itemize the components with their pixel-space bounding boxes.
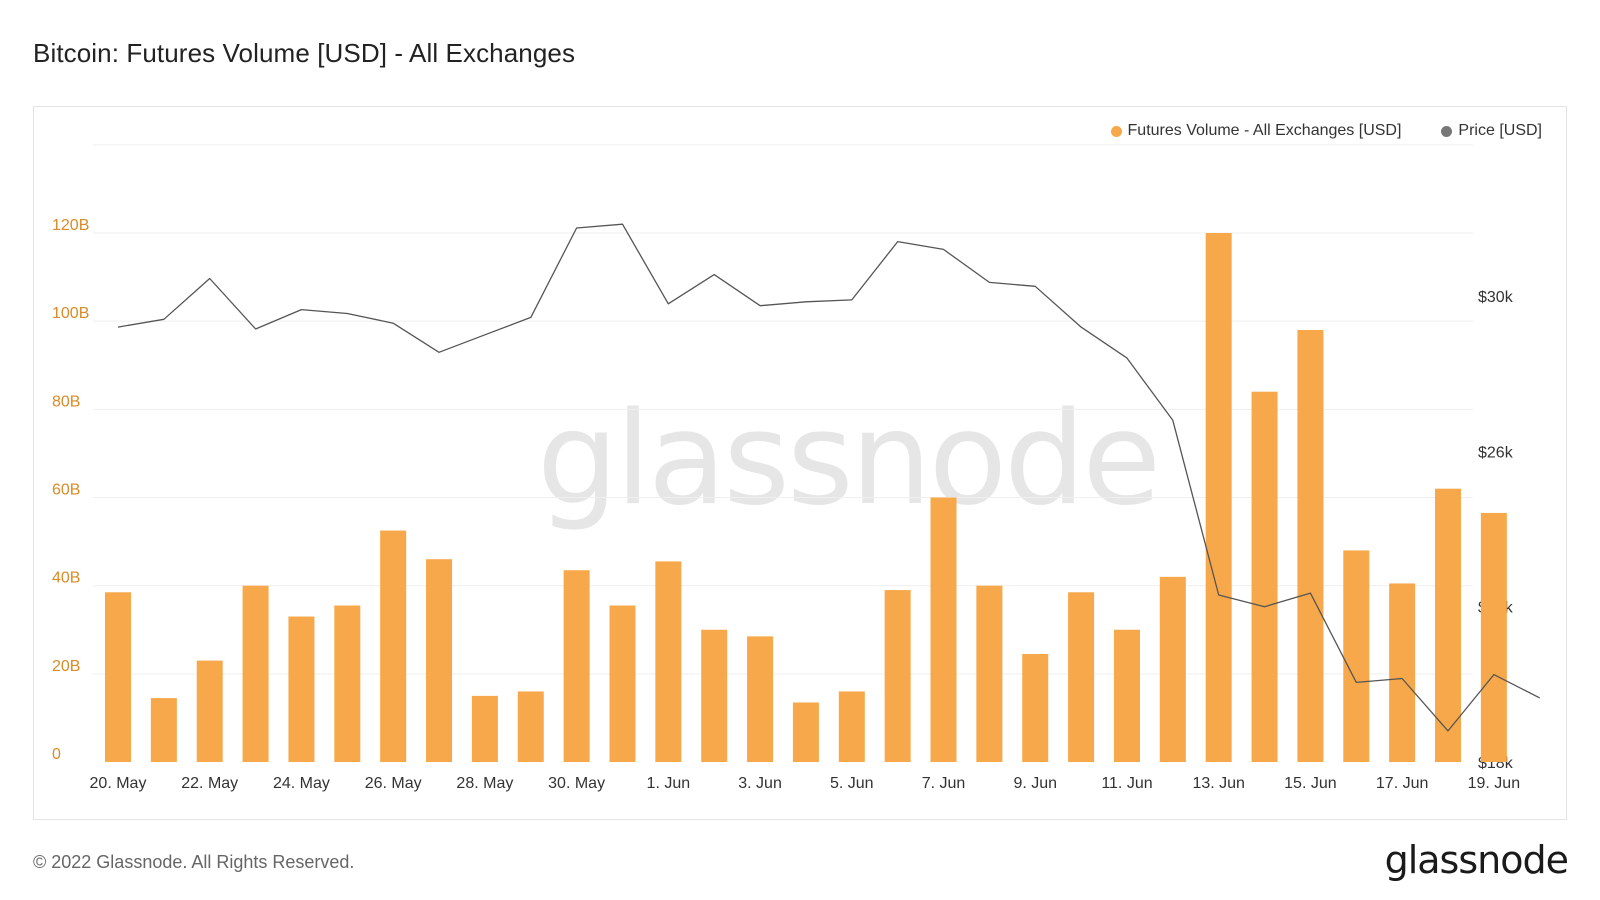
x-axis-tick: 11. Jun	[1101, 775, 1152, 792]
volume-bar	[1480, 512, 1507, 762]
x-axis-tick: 9. Jun	[1013, 775, 1057, 792]
x-axis-tick: 26. May	[365, 775, 422, 792]
volume-bar	[288, 616, 315, 762]
volume-bar	[1113, 629, 1140, 762]
left-axis-tick: 60B	[52, 482, 80, 499]
left-axis-tick: 0	[52, 746, 61, 763]
volume-bar	[242, 585, 269, 762]
volume-bar	[976, 585, 1003, 762]
volume-bar	[747, 636, 774, 762]
x-axis-tick: 17. Jun	[1376, 775, 1428, 792]
volume-bar	[150, 698, 177, 762]
volume-bar	[563, 570, 590, 762]
x-axis-tick: 3. Jun	[738, 775, 782, 792]
legend-volume-label: Futures Volume - All Exchanges [USD]	[1127, 122, 1402, 139]
left-axis-tick: 120B	[52, 217, 89, 234]
right-axis-tick: $26k	[1478, 444, 1514, 461]
volume-bar	[426, 559, 453, 762]
legend-item-price[interactable]: Price [USD]	[1441, 122, 1542, 140]
legend-price-label: Price [USD]	[1458, 122, 1542, 139]
left-axis-tick: 80B	[52, 393, 80, 410]
chart-legend: Futures Volume - All Exchanges [USD] Pri…	[1110, 122, 1542, 140]
x-axis-tick: 13. Jun	[1192, 775, 1244, 792]
legend-volume-dot-icon	[1110, 125, 1122, 137]
volume-bar	[471, 695, 498, 762]
volume-bar	[655, 561, 682, 762]
volume-bar	[1022, 653, 1049, 762]
volume-bar	[380, 530, 407, 762]
x-axis-tick: 30. May	[548, 775, 605, 792]
volume-bar	[334, 605, 361, 762]
x-axis-tick: 7. Jun	[922, 775, 966, 792]
volume-bar	[609, 605, 636, 762]
volume-bar	[792, 702, 819, 762]
x-axis-tick: 28. May	[456, 775, 513, 792]
price-line	[117, 223, 1540, 732]
volume-bar	[1297, 329, 1324, 762]
volume-bar	[105, 592, 131, 762]
volume-bar	[1068, 592, 1095, 762]
volume-bar	[884, 590, 911, 762]
volume-bar	[1205, 233, 1232, 762]
volume-bar	[1343, 550, 1370, 762]
x-axis-tick: 1. Jun	[647, 775, 691, 792]
x-axis-tick: 19. Jun	[1468, 775, 1520, 792]
x-axis-tick: 15. Jun	[1284, 775, 1336, 792]
legend-item-volume[interactable]: Futures Volume - All Exchanges [USD]	[1110, 122, 1402, 140]
chart-title: Bitcoin: Futures Volume [USD] - All Exch…	[33, 38, 576, 68]
volume-bar	[701, 629, 728, 762]
x-axis-tick: 20. May	[90, 775, 147, 792]
left-axis-tick: 20B	[52, 658, 80, 675]
volume-bar	[930, 497, 957, 762]
legend-price-dot-icon	[1441, 125, 1453, 137]
left-axis-tick: 100B	[52, 305, 89, 322]
glassnode-logo: glassnode	[1384, 838, 1569, 882]
volume-bar	[838, 691, 865, 762]
volume-bar	[1159, 576, 1186, 762]
left-axis-tick: 40B	[52, 570, 80, 587]
x-axis-tick: 22. May	[181, 775, 238, 792]
volume-bar	[517, 691, 544, 762]
volume-bar	[1435, 488, 1461, 762]
copyright-text: © 2022 Glassnode. All Rights Reserved.	[33, 852, 355, 872]
volume-bar	[1251, 391, 1278, 762]
x-axis-tick: 24. May	[273, 775, 330, 792]
right-axis-tick: $30k	[1478, 289, 1514, 306]
chart-frame	[33, 106, 1567, 820]
volume-bar	[196, 660, 223, 762]
x-axis-tick: 5. Jun	[830, 775, 874, 792]
volume-bar	[1389, 583, 1416, 762]
